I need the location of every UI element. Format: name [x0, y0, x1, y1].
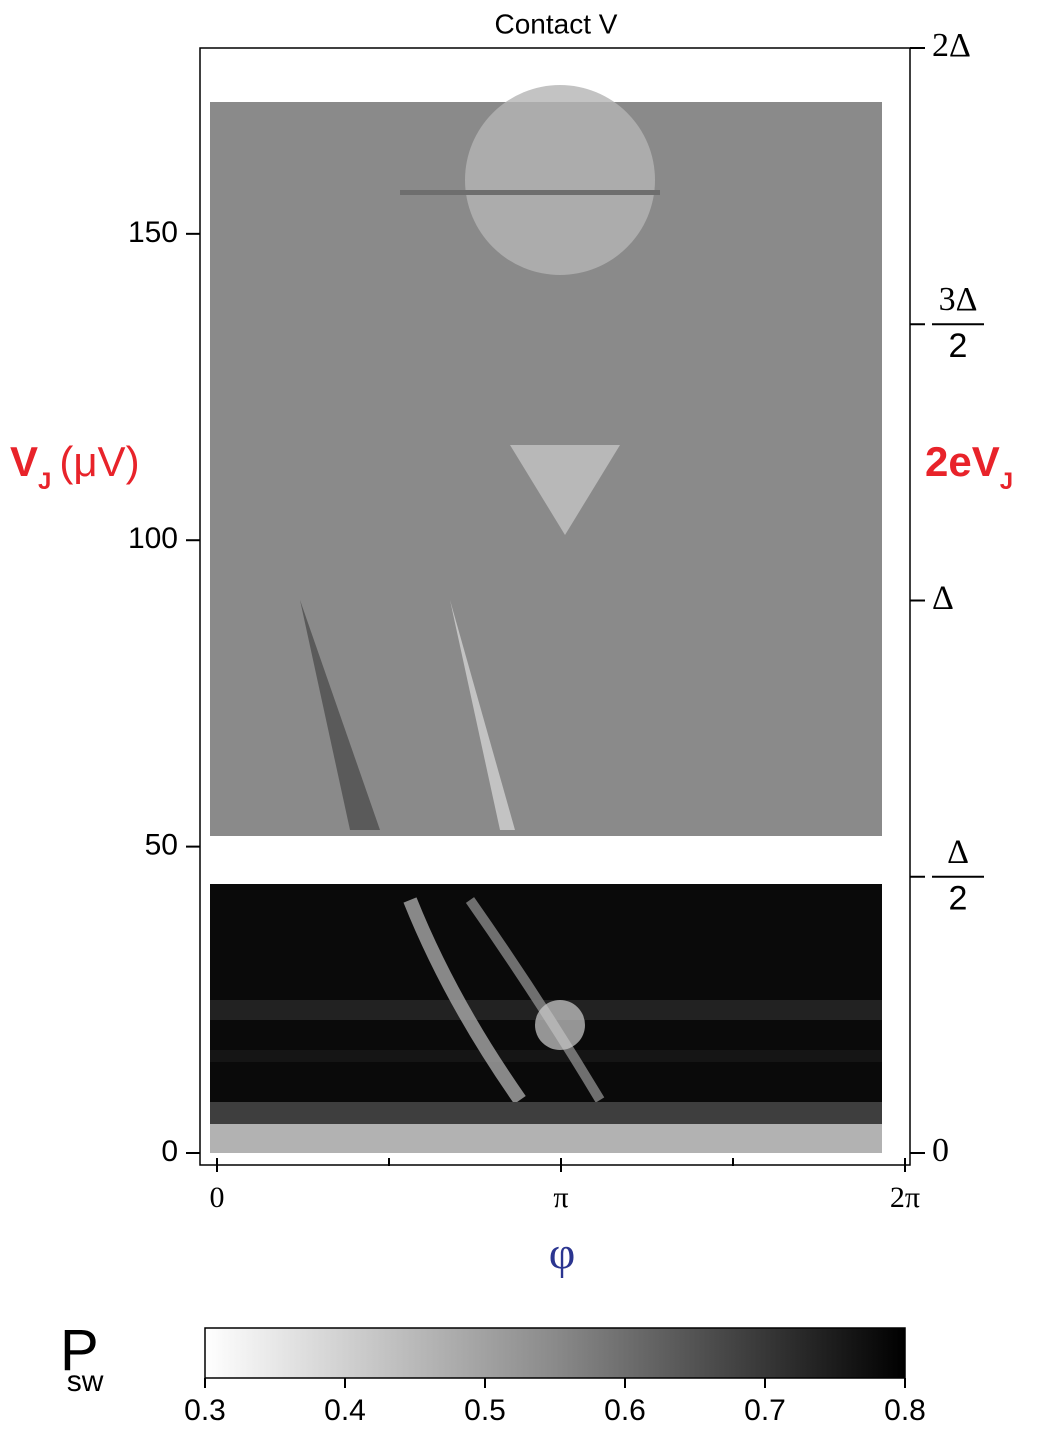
y2-tick-fraction: Δ2	[932, 834, 984, 918]
x-tick-label: 0	[210, 1181, 225, 1214]
colorbar-tick-label: 0.3	[184, 1394, 226, 1427]
y2-tick-label: 0	[932, 1132, 949, 1169]
y2-tick-label: 2Δ	[932, 27, 971, 64]
plot-frame	[199, 47, 911, 1166]
y2-tick-denominator: 2	[949, 880, 968, 918]
colorbar	[204, 1327, 906, 1379]
x-axis-label: φ	[549, 1228, 576, 1279]
colorbar-label-sub: sw	[67, 1365, 104, 1398]
colorbar-label-main: P	[60, 1318, 99, 1383]
y-tick-label: 150	[128, 216, 178, 249]
y2-tick-fraction: 3Δ2	[932, 281, 984, 365]
y2-label-sub: J	[1000, 468, 1013, 495]
x-tick-label: π	[553, 1181, 568, 1214]
y-tick-label: 0	[161, 1135, 178, 1168]
y-tick-label: 100	[128, 522, 178, 555]
y-label-unit: (μV)	[59, 438, 139, 485]
colorbar-label: Psw	[60, 1318, 104, 1398]
y-tick-label: 50	[145, 829, 178, 862]
y2-tick-numerator: Δ	[947, 834, 969, 871]
y-label-sub: J	[38, 468, 51, 495]
y2-tick-denominator: 2	[949, 327, 968, 365]
colorbar-tick-label: 0.7	[744, 1394, 786, 1427]
y-axis-label: VJ (μV)	[10, 438, 140, 495]
x-tick-label: 2π	[890, 1181, 920, 1214]
colorbar-tick-label: 0.4	[324, 1394, 366, 1427]
y2-tick-label: Δ	[932, 579, 954, 616]
y-label-main: V	[10, 438, 38, 485]
y2-tick-numerator: 3Δ	[939, 281, 978, 318]
y2-label-main: 2eV	[925, 438, 1000, 485]
chart-title: Contact V	[495, 8, 618, 39]
colorbar-tick-label: 0.5	[464, 1394, 506, 1427]
colorbar-tick-label: 0.6	[604, 1394, 646, 1427]
y2-axis-label: 2eVJ	[925, 438, 1013, 495]
heatmap-image	[210, 85, 882, 1153]
colorbar-tick-label: 0.8	[884, 1394, 926, 1427]
